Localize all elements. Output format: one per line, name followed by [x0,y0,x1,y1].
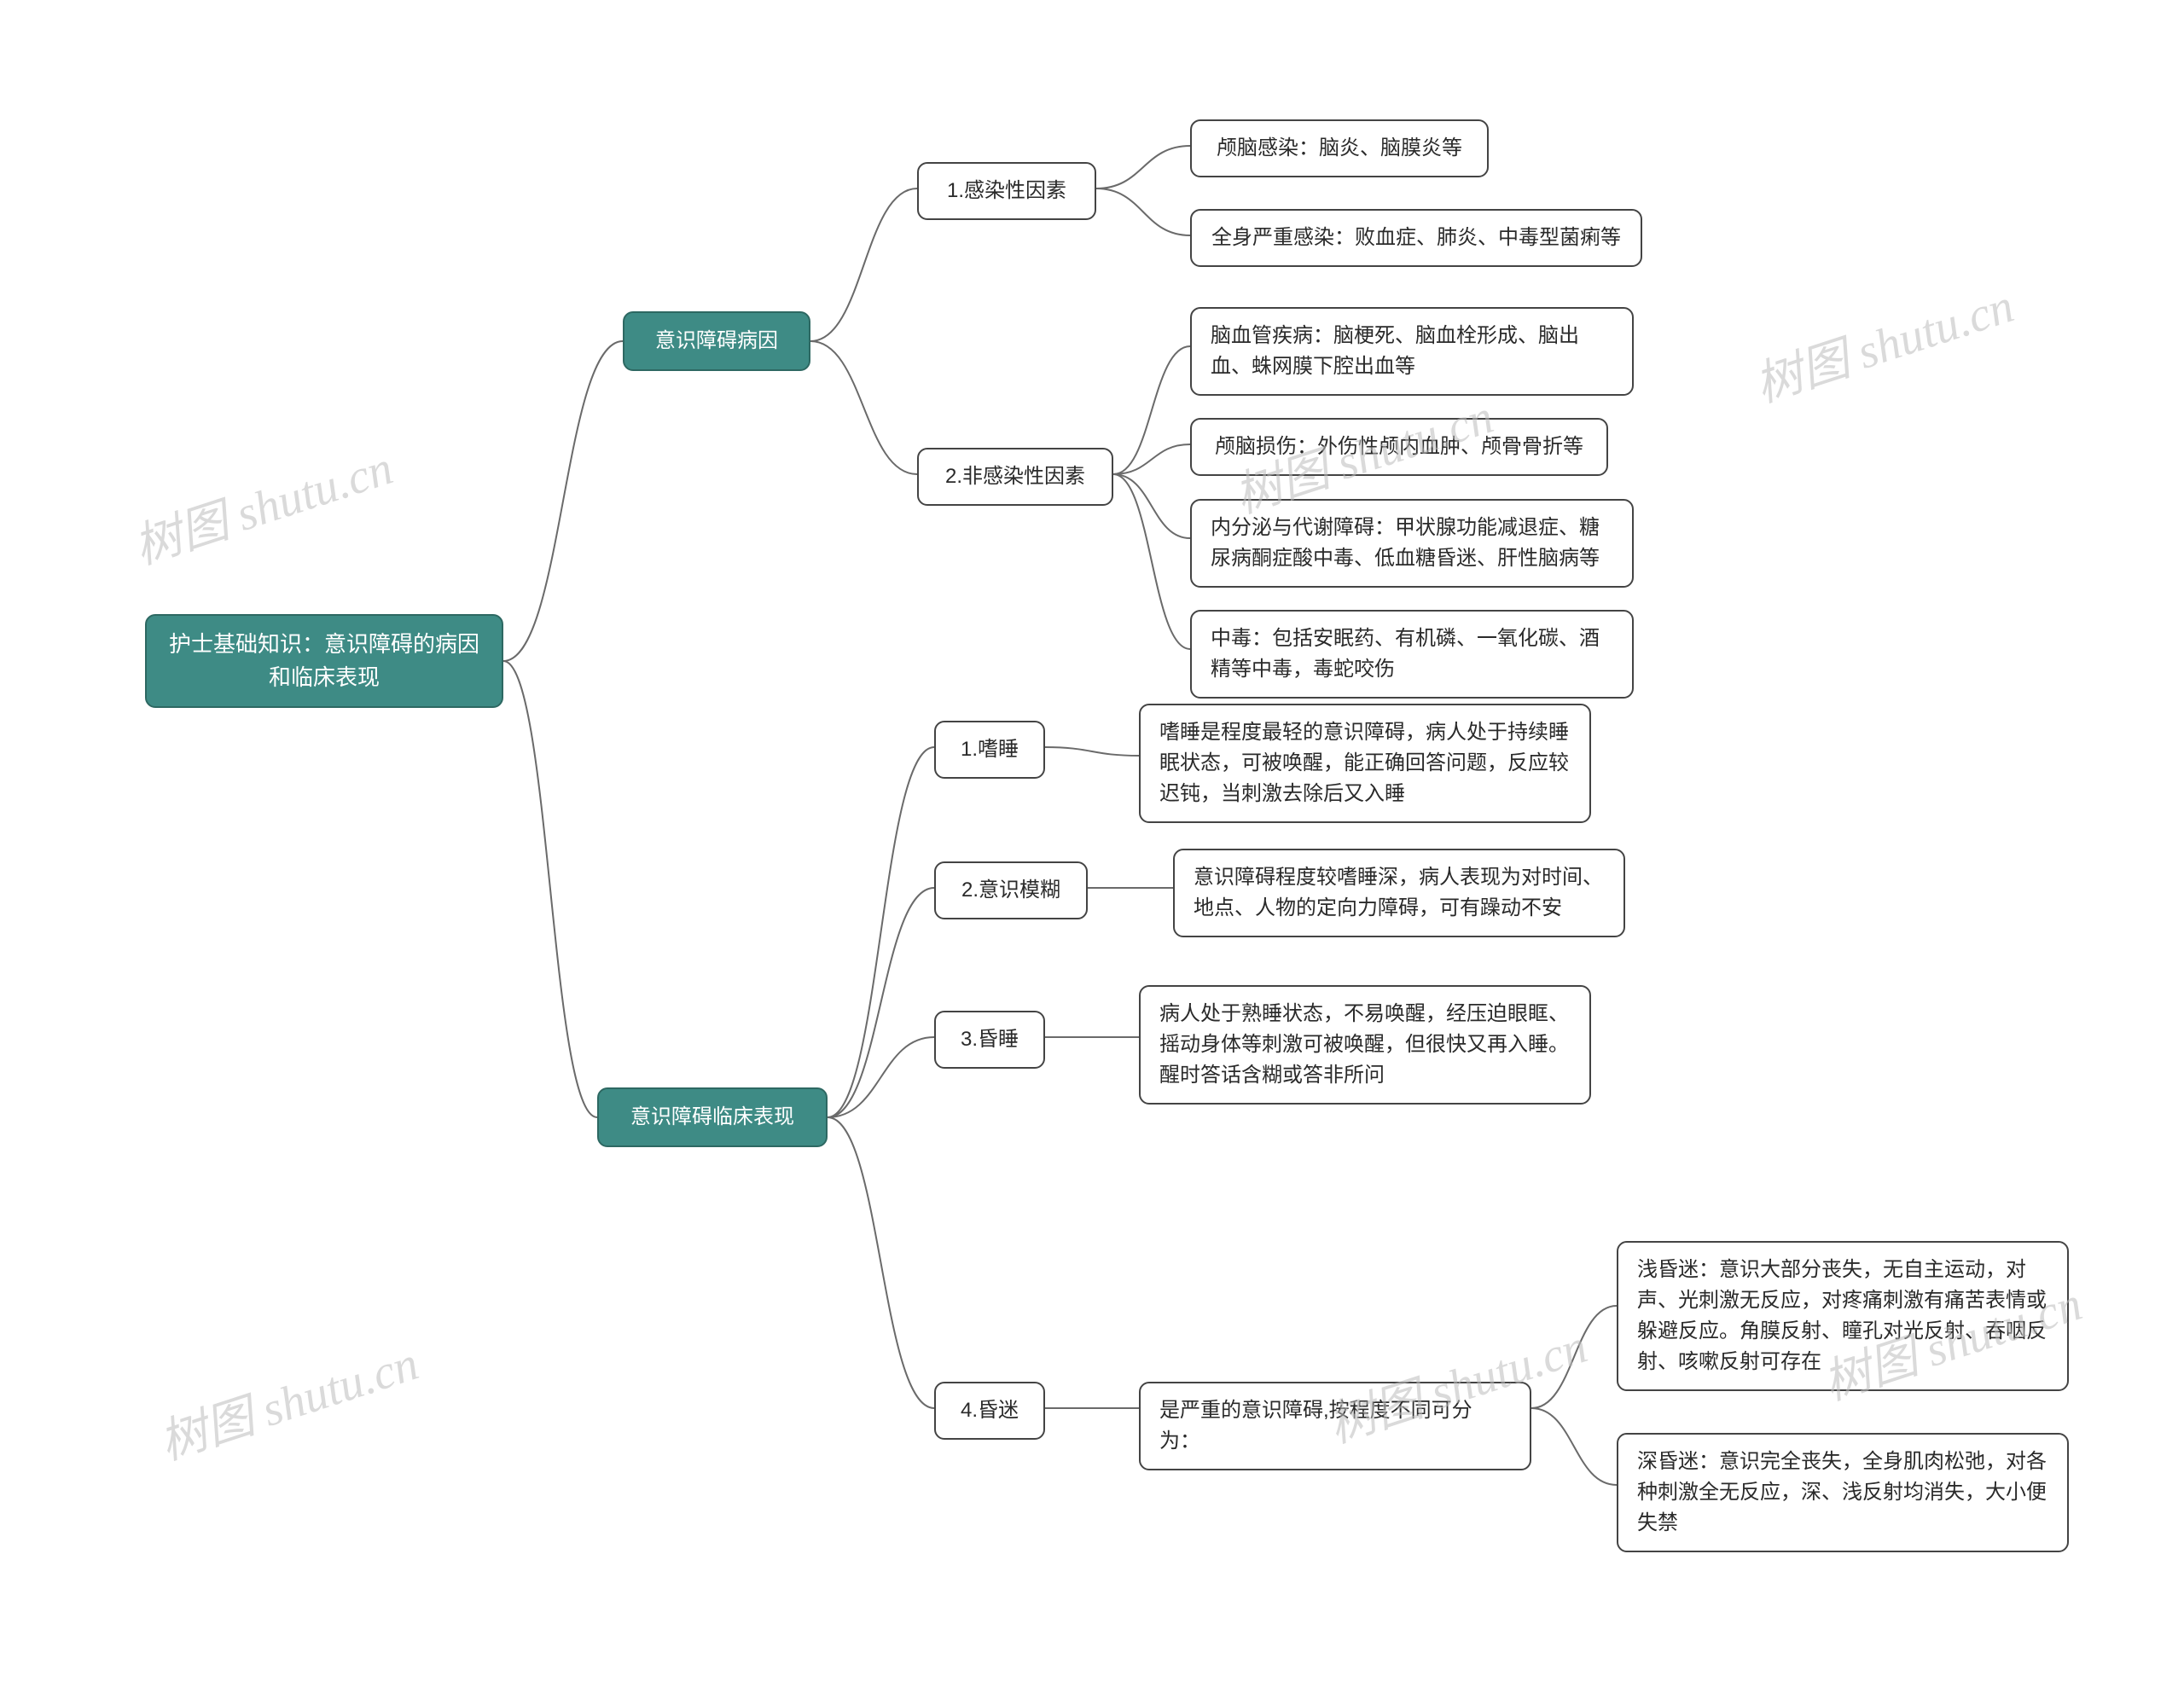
watermark-text: 树图 shutu.cn [1745,267,2021,415]
sub-stupor[interactable]: 3.昏睡 [934,1011,1045,1069]
leaf-cerebrovascular[interactable]: 脑血管疾病：脑梗死、脑血栓形成、脑出血、蛛网膜下腔出血等 [1190,307,1634,396]
watermark-text: 树图 shutu.cn [124,429,400,577]
watermark-text: 树图 shutu.cn [149,1325,426,1473]
leaf-shallow-coma[interactable]: 浅昏迷：意识大部分丧失，无自主运动，对声、光刺激无反应，对疼痛刺激有痛苦表情或躲… [1617,1241,2069,1391]
leaf-drowsy-desc[interactable]: 嗜睡是程度最轻的意识障碍，病人处于持续睡眠状态，可被唤醒，能正确回答问题，反应较… [1139,704,1591,823]
leaf-endocrine[interactable]: 内分泌与代谢障碍：甲状腺功能减退症、糖尿病酮症酸中毒、低血糖昏迷、肝性脑病等 [1190,499,1634,588]
branch-clinical[interactable]: 意识障碍临床表现 [597,1087,828,1147]
leaf-deep-coma[interactable]: 深昏迷：意识完全丧失，全身肌肉松弛，对各种刺激全无反应，深、浅反射均消失，大小便… [1617,1433,2069,1552]
sub-noninfectious[interactable]: 2.非感染性因素 [917,448,1113,506]
leaf-stupor-desc[interactable]: 病人处于熟睡状态，不易唤醒，经压迫眼眶、摇动身体等刺激可被唤醒，但很快又再入睡。… [1139,985,1591,1105]
sub-infectious[interactable]: 1.感染性因素 [917,162,1096,220]
sub-confusion[interactable]: 2.意识模糊 [934,861,1088,919]
leaf-coma-intro[interactable]: 是严重的意识障碍,按程度不同可分为： [1139,1382,1531,1470]
leaf-confusion-desc[interactable]: 意识障碍程度较嗜睡深，病人表现为对时间、地点、人物的定向力障碍，可有躁动不安 [1173,849,1625,937]
root-node[interactable]: 护士基础知识：意识障碍的病因和临床表现 [145,614,503,708]
leaf-systemic-infection[interactable]: 全身严重感染：败血症、肺炎、中毒型菌痢等 [1190,209,1642,267]
sub-coma[interactable]: 4.昏迷 [934,1382,1045,1440]
leaf-brain-injury[interactable]: 颅脑损伤：外伤性颅内血肿、颅骨骨折等 [1190,418,1608,476]
leaf-poisoning[interactable]: 中毒：包括安眠药、有机磷、一氧化碳、酒精等中毒，毒蛇咬伤 [1190,610,1634,699]
branch-etiology[interactable]: 意识障碍病因 [623,311,810,371]
leaf-cranial-infection[interactable]: 颅脑感染：脑炎、脑膜炎等 [1190,119,1489,177]
sub-drowsy[interactable]: 1.嗜睡 [934,721,1045,779]
